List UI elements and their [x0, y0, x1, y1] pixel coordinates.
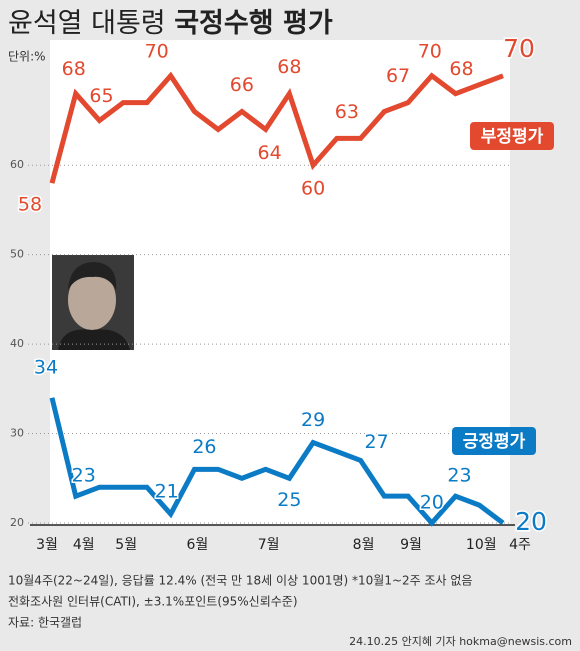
- x-tick-label: 8월: [353, 537, 375, 553]
- value-label: 68: [449, 58, 473, 80]
- x-tick-label: 4월: [73, 537, 95, 553]
- legend-box: [452, 427, 536, 455]
- value-label: 20: [420, 492, 444, 514]
- value-label: 67: [386, 65, 410, 87]
- note: 전화조사원 인터뷰(CATI), ±3.1%포인트(95%신뢰수준): [8, 595, 298, 609]
- value-label: 64: [258, 142, 282, 164]
- value-label: 27: [364, 431, 388, 453]
- value-label: 65: [89, 85, 113, 107]
- unit-label: 단위:%: [8, 50, 46, 64]
- value-label: 21: [155, 481, 179, 503]
- value-label: 70: [418, 40, 442, 62]
- value-label: 70: [503, 34, 535, 63]
- y-tick-label: 60: [10, 158, 24, 171]
- x-tick-label: 4주: [509, 537, 531, 553]
- value-label: 70: [145, 40, 169, 62]
- x-tick-label: 9월: [400, 537, 422, 553]
- y-tick-label: 30: [10, 427, 24, 440]
- x-tick-label: 6월: [187, 537, 209, 553]
- value-label: 68: [277, 56, 301, 78]
- x-tick-label: 5월: [115, 537, 137, 553]
- value-label: 23: [447, 465, 471, 487]
- legend-box: [470, 122, 554, 150]
- legend-label: 긍정평가: [463, 432, 526, 452]
- value-label: 66: [230, 74, 254, 96]
- x-tick-label: 3월: [36, 537, 58, 553]
- value-label: 29: [301, 409, 325, 431]
- value-label: 68: [62, 58, 86, 80]
- y-tick-label: 40: [10, 337, 24, 350]
- note: 10월4주(22~24일), 응답률 12.4% (전국 만 18세 이상 10…: [8, 574, 472, 588]
- value-label: 20: [515, 507, 547, 536]
- x-tick-label: 7월: [258, 537, 280, 553]
- y-tick-label: 50: [10, 248, 24, 261]
- value-label: 25: [277, 489, 301, 511]
- line: [49, 397, 505, 527]
- credit: 24.10.25 안지혜 기자 hokma@newsis.com: [349, 635, 572, 648]
- value-label: 26: [192, 436, 216, 458]
- value-label: 58: [18, 194, 42, 216]
- y-tick-label: 20: [10, 516, 24, 529]
- value-label: 60: [301, 178, 325, 200]
- line: [49, 71, 504, 184]
- value-label: 23: [72, 465, 96, 487]
- value-label: 34: [34, 356, 58, 378]
- value-label: 63: [335, 101, 359, 123]
- x-tick-label: 10월: [466, 537, 497, 553]
- photo: [52, 255, 134, 350]
- source: 자료: 한국갤럽: [8, 616, 82, 630]
- chart-title: 윤석열 대통령 국정수행 평가: [8, 8, 333, 39]
- legend-label: 부정평가: [481, 127, 544, 147]
